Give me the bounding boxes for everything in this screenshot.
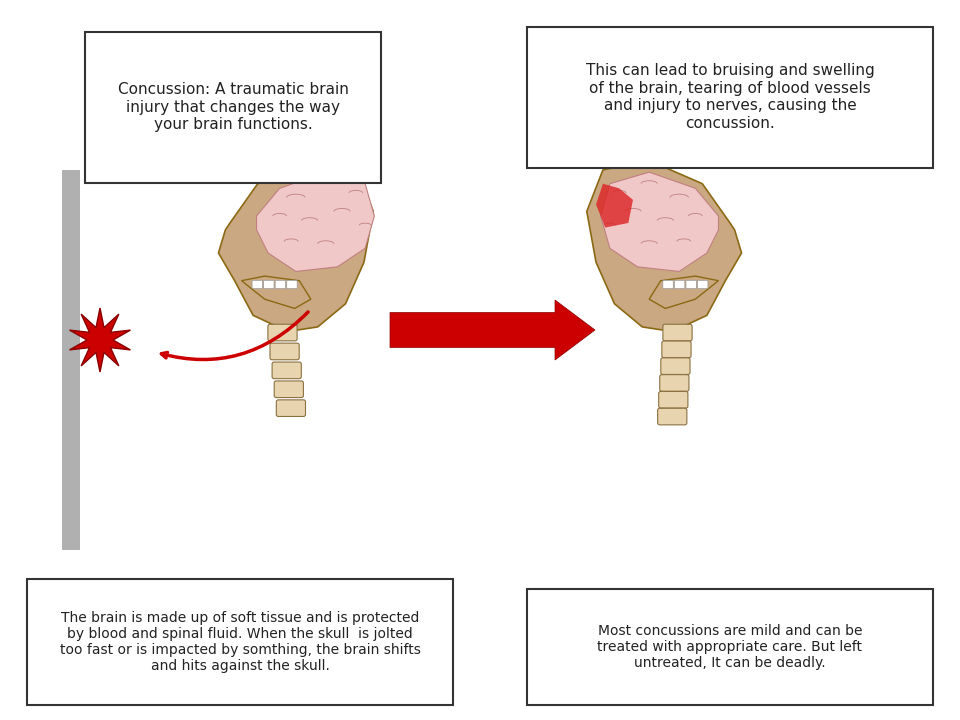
FancyBboxPatch shape [252, 280, 262, 289]
FancyBboxPatch shape [27, 579, 453, 705]
Polygon shape [219, 161, 373, 331]
FancyBboxPatch shape [686, 280, 696, 289]
Text: This can lead to bruising and swelling
of the brain, tearing of blood vessels
an: This can lead to bruising and swelling o… [586, 63, 875, 130]
FancyBboxPatch shape [276, 280, 286, 289]
Polygon shape [596, 184, 633, 228]
FancyBboxPatch shape [660, 358, 690, 374]
FancyBboxPatch shape [659, 392, 688, 408]
FancyBboxPatch shape [272, 362, 301, 379]
FancyBboxPatch shape [674, 280, 684, 289]
Polygon shape [242, 276, 311, 308]
FancyBboxPatch shape [661, 341, 691, 358]
FancyBboxPatch shape [287, 280, 298, 289]
Polygon shape [587, 161, 741, 331]
Polygon shape [69, 308, 131, 372]
FancyBboxPatch shape [658, 408, 686, 425]
FancyBboxPatch shape [660, 374, 689, 391]
FancyBboxPatch shape [264, 280, 274, 289]
FancyBboxPatch shape [662, 280, 673, 289]
FancyArrow shape [390, 300, 595, 360]
FancyBboxPatch shape [62, 170, 80, 550]
FancyBboxPatch shape [275, 381, 303, 397]
Polygon shape [649, 276, 718, 308]
FancyBboxPatch shape [527, 589, 933, 705]
FancyBboxPatch shape [527, 27, 933, 168]
Text: Most concussions are mild and can be
treated with appropriate care. But left
unt: Most concussions are mild and can be tre… [597, 624, 862, 670]
Polygon shape [256, 172, 374, 271]
Polygon shape [601, 172, 718, 271]
FancyBboxPatch shape [270, 343, 300, 360]
Text: Concussion: A traumatic brain
injury that changes the way
your brain functions.: Concussion: A traumatic brain injury tha… [117, 82, 348, 132]
FancyBboxPatch shape [663, 324, 692, 341]
FancyBboxPatch shape [268, 324, 297, 341]
Text: The brain is made up of soft tissue and is protected
by blood and spinal fluid. : The brain is made up of soft tissue and … [60, 611, 420, 673]
FancyBboxPatch shape [698, 280, 708, 289]
FancyBboxPatch shape [85, 32, 381, 183]
FancyBboxPatch shape [276, 400, 305, 416]
